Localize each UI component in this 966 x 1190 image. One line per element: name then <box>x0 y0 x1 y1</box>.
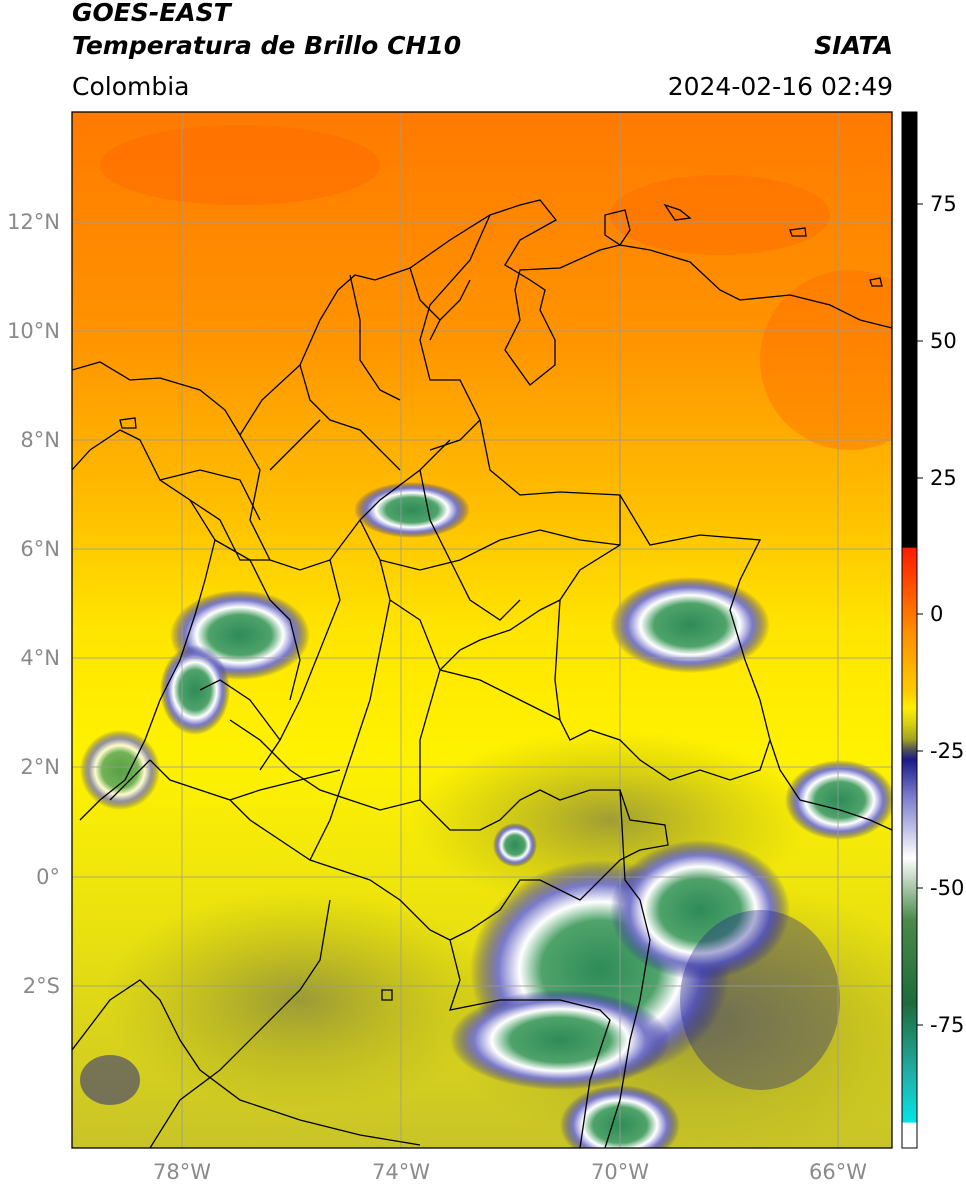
colorbar-tick-minus75: -75 <box>930 1013 965 1037</box>
lat-label-8n: 8°N <box>20 428 60 452</box>
lon-label-78w: 78°W <box>153 1160 211 1184</box>
region-label: Colombia <box>72 72 190 101</box>
title-product: Temperatura de Brillo CH10 <box>72 31 462 60</box>
colorbar-tick-75: 75 <box>930 192 957 216</box>
timestamp-label: 2024-02-16 02:49 <box>667 72 893 101</box>
colorbar <box>901 111 923 1149</box>
lat-label-12n: 12°N <box>7 210 60 234</box>
colorbar-tick-50: 50 <box>930 329 957 353</box>
lat-label-10n: 10°N <box>7 319 60 343</box>
lat-label-2s: 2°S <box>22 974 60 998</box>
lon-label-74w: 74°W <box>372 1160 430 1184</box>
borders <box>72 199 892 1148</box>
colorbar-tick-minus50: -50 <box>930 876 965 900</box>
lon-label-66w: 66°W <box>809 1160 867 1184</box>
lon-label-70w: 70°W <box>591 1160 649 1184</box>
colorbar-tick-25: 25 <box>930 466 957 490</box>
lat-label-2n: 2°N <box>20 755 60 779</box>
lat-label-4n: 4°N <box>20 646 60 670</box>
lat-label-6n: 6°N <box>20 537 60 561</box>
map-frame <box>71 111 893 1149</box>
colorbar-tick-0: 0 <box>930 602 944 626</box>
brightness-temperature-field <box>72 112 892 1148</box>
brand-label: SIATA <box>814 31 893 60</box>
graticule <box>72 112 892 1148</box>
title-satellite: GOES-EAST <box>72 0 231 27</box>
colorbar-tick-minus25: -25 <box>930 739 965 763</box>
lat-label-0: 0° <box>36 865 60 889</box>
